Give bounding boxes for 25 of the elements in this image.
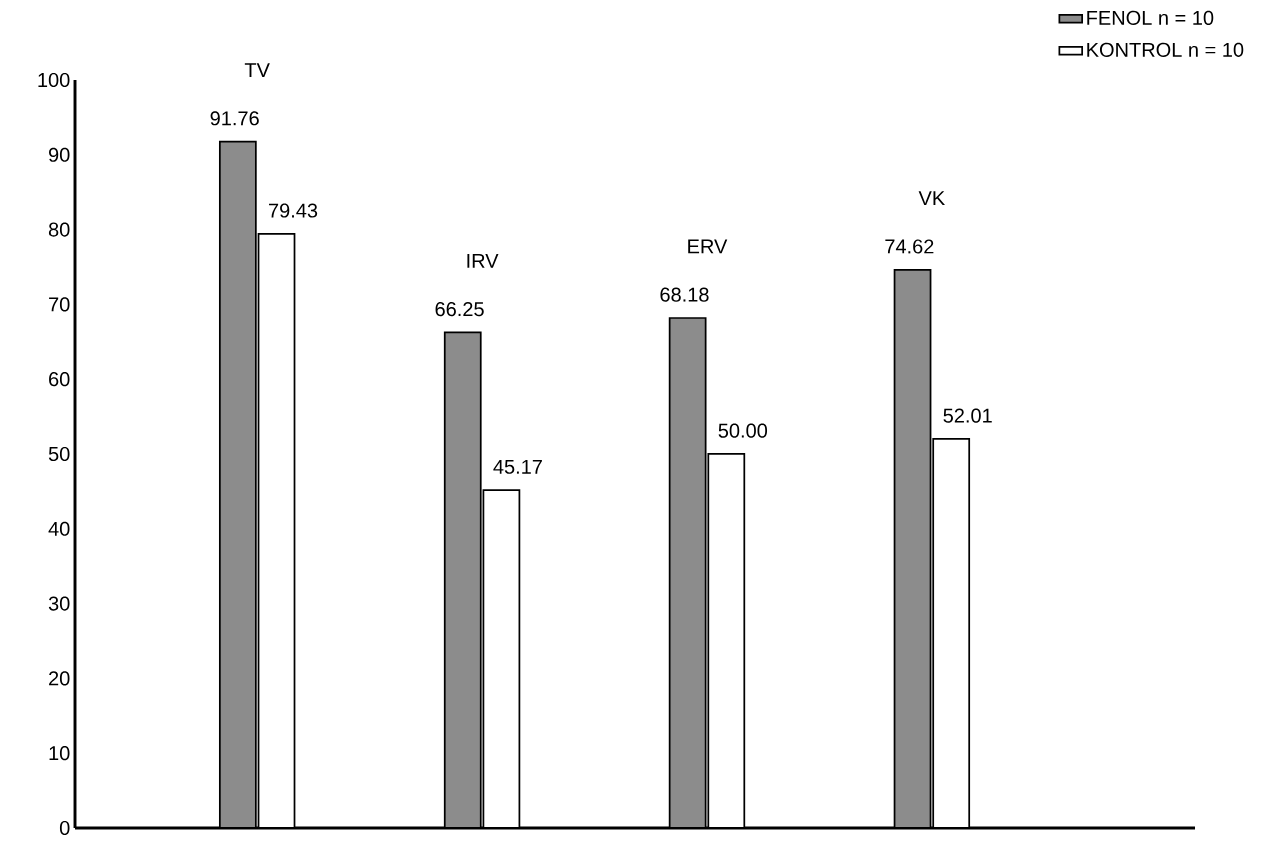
y-tick-label: 80 — [48, 222, 70, 237]
y-tick-label: 70 — [49, 297, 70, 312]
data-label: 68.18 — [660, 287, 709, 302]
x-tick-label: IRV — [467, 253, 499, 268]
legend-label: FENOL n = 10 — [1087, 10, 1214, 25]
data-label: 50.00 — [718, 423, 768, 438]
y-tick-label: 90 — [49, 147, 70, 162]
data-label: 74.62 — [885, 239, 934, 254]
x-tick-label: VK — [918, 191, 945, 206]
x-tick-label: ERV — [688, 239, 728, 254]
y-tick-label: 50 — [48, 446, 70, 462]
data-label: 52.01 — [943, 408, 992, 423]
legend-label: KONTROL n = 10 — [1087, 42, 1244, 57]
y-tick-label: 30 — [48, 596, 70, 611]
y-tick-label: 60 — [49, 372, 70, 387]
y-tick-label: 100 — [38, 72, 70, 88]
data-label: 91.76 — [210, 111, 259, 126]
data-label: 66.25 — [435, 302, 484, 317]
y-tick-label: 40 — [48, 521, 70, 536]
data-label: 45.17 — [493, 459, 542, 474]
y-tick-label: 0 — [59, 820, 70, 836]
x-tick-label: TV — [244, 63, 270, 77]
y-tick-label: 20 — [49, 671, 70, 686]
y-tick-label: 10 — [49, 746, 70, 761]
data-label: 79.43 — [269, 203, 318, 218]
